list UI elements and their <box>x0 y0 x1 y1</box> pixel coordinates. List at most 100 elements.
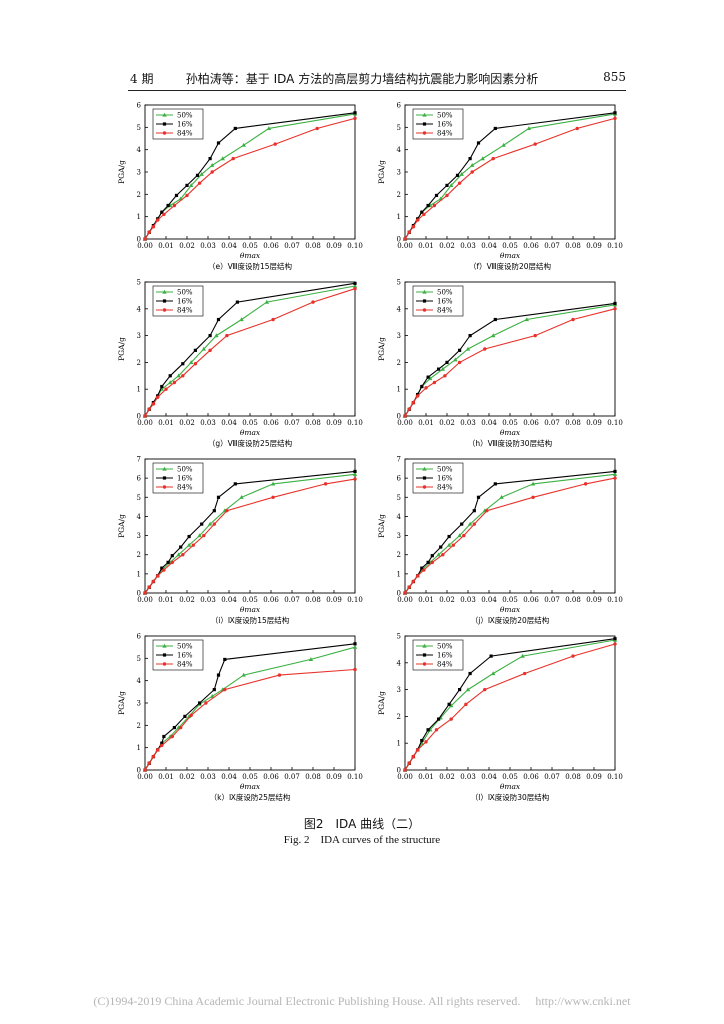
series-84pct <box>143 116 357 241</box>
data-point <box>483 347 487 351</box>
data-point <box>176 373 181 378</box>
figure-title: 图2 IDA 曲线（二） <box>303 817 421 831</box>
x-tick-label: 0.06 <box>263 419 279 427</box>
data-point <box>151 225 156 229</box>
x-tick-label: 0.02 <box>439 242 455 250</box>
data-point <box>449 703 454 708</box>
data-point <box>162 734 166 739</box>
data-point <box>270 481 276 486</box>
y-tick-label: 1 <box>397 740 401 748</box>
y-tick-label: 2 <box>137 359 141 367</box>
legend-marker <box>422 662 427 666</box>
legend-marker <box>162 122 167 126</box>
y-axis-label: PGA/g <box>377 514 386 538</box>
y-tick-label: 3 <box>397 532 401 540</box>
legend-label: 84% <box>437 661 453 669</box>
data-point <box>411 579 416 584</box>
legend-marker <box>162 485 167 489</box>
data-point <box>264 299 269 304</box>
chart-panel-f: 0.00 0.01 0.02 0.03 0.04 0.05 0.06 0.07 0.08 0.09… <box>370 97 632 272</box>
y-tick-label: 3 <box>397 686 401 694</box>
legend-label: 50% <box>437 643 453 651</box>
x-tick-label: 0.02 <box>439 419 455 427</box>
data-point <box>430 560 434 565</box>
x-tick-label: 0.08 <box>565 242 581 250</box>
y-tick-label: 0 <box>137 413 141 421</box>
x-tick-label: 0.03 <box>200 419 216 427</box>
legend-label: 84% <box>437 484 453 492</box>
data-point <box>189 713 193 717</box>
data-point <box>223 687 227 692</box>
data-point <box>233 126 237 131</box>
data-point <box>212 688 216 692</box>
data-point <box>411 400 416 405</box>
legend-marker <box>422 485 427 489</box>
data-point <box>523 671 527 676</box>
y-tick-label: 0 <box>397 236 401 244</box>
data-point <box>216 673 221 677</box>
data-point <box>202 533 206 538</box>
data-point <box>353 477 357 481</box>
x-tick-label: 0.01 <box>418 419 434 427</box>
data-point <box>185 183 189 187</box>
data-point <box>613 116 617 121</box>
x-tick-label: 0.00 <box>397 596 413 604</box>
data-point <box>403 414 407 418</box>
x-axis-label: θmax <box>240 428 261 437</box>
legend: 50%16%84% <box>152 462 204 494</box>
data-point <box>445 360 449 364</box>
data-point <box>207 521 213 526</box>
data-point <box>424 386 428 390</box>
x-tick-label: 0.06 <box>523 419 539 427</box>
data-point <box>143 414 147 418</box>
y-tick-label: 2 <box>397 551 401 559</box>
data-point <box>453 357 458 362</box>
data-point <box>353 642 357 646</box>
data-point <box>353 469 357 474</box>
data-point <box>241 672 246 677</box>
data-point <box>426 375 430 379</box>
series-line <box>404 308 616 417</box>
chart-h: 0.00 0.01 0.02 0.03 0.04 0.05 0.06 0.07 0.08 0.09… <box>377 279 623 449</box>
data-point <box>179 725 183 730</box>
data-point <box>189 360 194 364</box>
x-tick-label: 0.01 <box>418 773 434 781</box>
data-point <box>195 173 200 177</box>
chart-panel-l: 0.00 0.01 0.02 0.03 0.04 0.05 0.06 0.07 0.08 0.09… <box>370 628 632 803</box>
y-tick-label: 2 <box>397 359 401 367</box>
data-point <box>457 360 462 365</box>
data-point <box>216 317 221 322</box>
data-point <box>583 482 588 486</box>
data-point <box>172 380 177 385</box>
series-84pct <box>403 642 617 772</box>
x-axis-label: θmax <box>240 605 261 614</box>
data-point <box>235 300 239 304</box>
y-tick-label: 6 <box>397 102 402 110</box>
data-point <box>437 367 441 371</box>
data-point <box>353 287 357 291</box>
data-point <box>571 317 575 322</box>
series-84pct <box>143 287 357 418</box>
data-point <box>143 237 147 241</box>
x-tick-label: 0.08 <box>305 419 321 427</box>
data-point <box>499 494 504 499</box>
data-point <box>434 193 439 198</box>
x-tick-label: 0.03 <box>200 596 216 604</box>
series-84pct <box>403 476 617 595</box>
y-tick-label: 3 <box>397 169 401 177</box>
data-point <box>403 237 407 241</box>
data-point <box>164 387 168 391</box>
data-point <box>160 384 164 389</box>
data-point <box>353 667 357 672</box>
y-tick-label: 4 <box>137 513 142 521</box>
data-point <box>458 688 462 692</box>
x-tick-label: 0.03 <box>460 419 476 427</box>
data-point <box>308 657 314 662</box>
x-tick-label: 0.00 <box>397 773 413 781</box>
data-point <box>493 482 497 486</box>
data-point <box>449 183 454 187</box>
chart-g: 0.00 0.01 0.02 0.03 0.04 0.05 0.06 0.07 0.08 0.09… <box>117 279 363 449</box>
data-point <box>441 553 445 557</box>
y-tick-label: 5 <box>397 124 401 132</box>
